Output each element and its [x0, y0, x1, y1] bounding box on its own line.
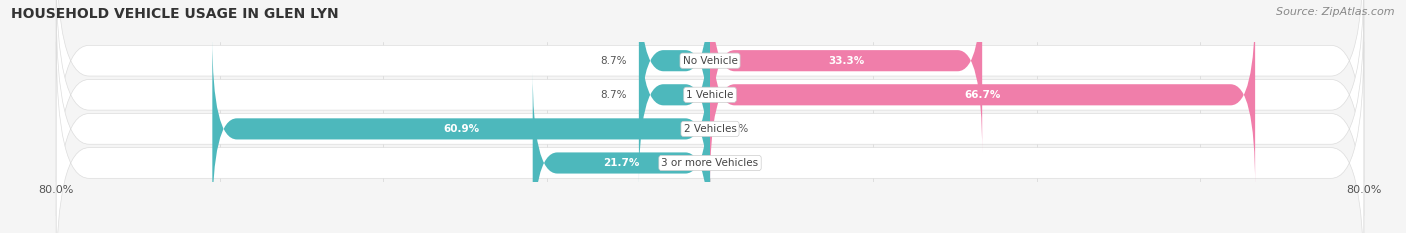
- Text: HOUSEHOLD VEHICLE USAGE IN GLEN LYN: HOUSEHOLD VEHICLE USAGE IN GLEN LYN: [11, 7, 339, 21]
- Text: 8.7%: 8.7%: [600, 56, 627, 66]
- Text: 21.7%: 21.7%: [603, 158, 640, 168]
- FancyBboxPatch shape: [56, 8, 1364, 233]
- Text: Source: ZipAtlas.com: Source: ZipAtlas.com: [1277, 7, 1395, 17]
- FancyBboxPatch shape: [638, 3, 710, 186]
- FancyBboxPatch shape: [533, 71, 710, 233]
- Text: 66.7%: 66.7%: [965, 90, 1001, 100]
- Text: 0.0%: 0.0%: [723, 124, 748, 134]
- Text: 33.3%: 33.3%: [828, 56, 865, 66]
- Text: 0.0%: 0.0%: [723, 158, 748, 168]
- Text: 8.7%: 8.7%: [600, 90, 627, 100]
- FancyBboxPatch shape: [710, 0, 983, 152]
- Text: 3 or more Vehicles: 3 or more Vehicles: [661, 158, 759, 168]
- FancyBboxPatch shape: [56, 0, 1364, 216]
- Text: 60.9%: 60.9%: [443, 124, 479, 134]
- FancyBboxPatch shape: [710, 3, 1256, 186]
- Text: 2 Vehicles: 2 Vehicles: [683, 124, 737, 134]
- Text: 1 Vehicle: 1 Vehicle: [686, 90, 734, 100]
- Text: No Vehicle: No Vehicle: [682, 56, 738, 66]
- FancyBboxPatch shape: [212, 37, 710, 221]
- FancyBboxPatch shape: [56, 0, 1364, 182]
- FancyBboxPatch shape: [638, 0, 710, 152]
- FancyBboxPatch shape: [56, 42, 1364, 233]
